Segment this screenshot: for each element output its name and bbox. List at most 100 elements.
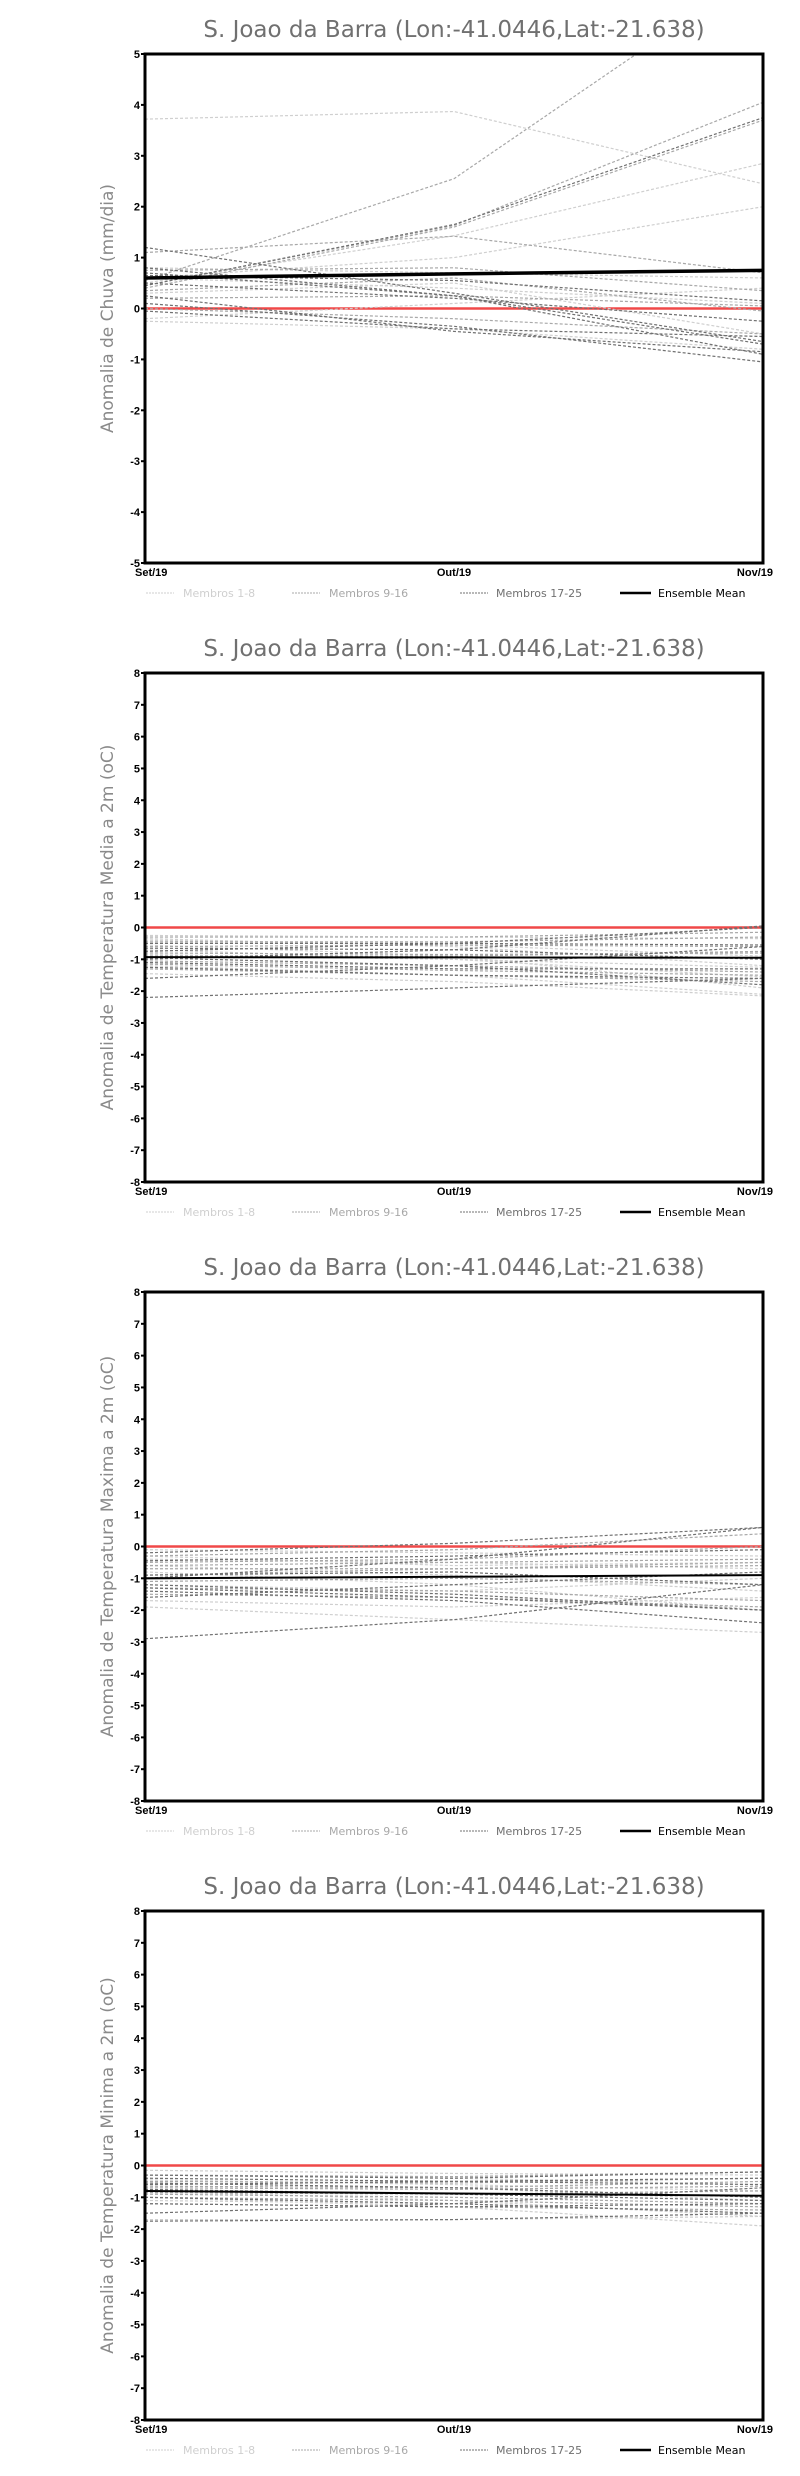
member-line-membros-1-8 [145,1596,763,1608]
plot-area [145,925,763,999]
y-axis-label: Anomalia de Chuva (mm/dia) [98,184,118,433]
y-tick-label: 6 [134,732,140,744]
chart-panel: S. Joao da Barra (Lon:-41.0446,Lat:-21.6… [0,1238,800,1857]
line-chart: S. Joao da Barra (Lon:-41.0446,Lat:-21.6… [98,1255,773,1838]
y-tick-label: 4 [134,2033,141,2045]
y-tick-label: -7 [130,2383,140,2395]
y-tick-label: -1 [130,354,140,366]
member-line-membros-9-16 [145,936,763,943]
legend-label: Membros 1-8 [183,1825,255,1838]
x-tick-label: Nov/19 [737,2424,773,2436]
member-line-membros-17-25 [145,1571,763,1586]
member-line-membros-9-16 [145,1577,763,1586]
y-tick-label: -3 [130,1637,140,1649]
member-line-membros-1-8 [145,2190,763,2217]
member-line-membros-17-25 [145,274,763,302]
member-line-membros-1-8 [145,110,763,185]
ensemble-mean-line [145,1574,763,1580]
y-tick-label: -5 [130,558,140,570]
member-line-membros-17-25 [145,310,763,338]
legend-label: Membros 17-25 [496,1206,582,1219]
member-line-membros-9-16 [145,960,763,973]
line-chart: S. Joao da Barra (Lon:-41.0446,Lat:-21.6… [98,636,773,1219]
member-line-membros-17-25 [145,1590,763,1624]
legend-label: Membros 9-16 [329,1825,408,1838]
y-tick-label: 2 [134,2097,140,2109]
member-line-membros-17-25 [145,1549,763,1562]
y-tick-label: 8 [134,1287,140,1299]
y-tick-label: 2 [134,202,140,214]
member-line-membros-1-8 [145,2182,763,2202]
member-line-membros-9-16 [145,1587,763,1602]
x-tick-label: Out/19 [437,2424,471,2436]
y-tick-label: 0 [134,2161,140,2173]
y-tick-label: 0 [134,1542,140,1554]
member-line-membros-17-25 [145,1584,763,1611]
y-tick-label: 0 [134,923,140,935]
y-tick-label: 8 [134,668,140,680]
member-line-membros-1-8 [145,938,763,967]
member-line-membros-1-8 [145,949,763,968]
member-line-membros-17-25 [145,925,763,960]
member-line-membros-1-8 [145,973,763,997]
x-tick-label: Set/19 [135,567,167,579]
member-line-membros-9-16 [145,101,763,287]
y-tick-label: -3 [130,456,140,468]
y-tick-label: 1 [134,1510,140,1522]
member-line-membros-9-16 [145,295,763,307]
y-tick-label: -4 [130,2288,141,2300]
y-tick-label: -8 [130,2415,140,2427]
y-tick-label: 5 [134,2001,140,2013]
y-tick-label: 7 [134,1938,140,1950]
member-line-membros-17-25 [145,947,763,960]
member-line-membros-1-8 [145,965,763,995]
legend-label: Membros 1-8 [183,587,255,600]
legend-label: Membros 9-16 [329,1206,408,1219]
legend: Membros 1-8 Membros 9-16 Membros 17-25 Ense… [146,587,745,600]
legend-label: Ensemble Mean [658,1206,745,1219]
legend-label: Membros 17-25 [496,587,582,600]
y-tick-label: -8 [130,1177,140,1189]
y-tick-label: -7 [130,1764,140,1776]
member-line-membros-17-25 [145,302,763,363]
y-tick-label: 5 [134,1382,140,1394]
member-line-membros-17-25 [145,961,763,970]
y-tick-label: 6 [134,1351,140,1363]
x-tick-label: Set/19 [135,1186,167,1198]
chart-title: S. Joao da Barra (Lon:-41.0446,Lat:-21.6… [203,1255,704,1281]
member-line-membros-17-25 [145,942,763,946]
member-line-membros-1-8 [145,1549,763,1557]
y-tick-label: 4 [134,1414,141,1426]
y-tick-label: 5 [134,763,140,775]
y-tick-label: -2 [130,2224,140,2236]
chart-panel: S. Joao da Barra (Lon:-41.0446,Lat:-21.6… [0,619,800,1238]
member-line-membros-9-16 [145,2185,763,2190]
legend-label: Ensemble Mean [658,1825,745,1838]
member-line-membros-1-8 [145,1555,763,1567]
member-line-membros-9-16 [145,1545,763,1564]
y-tick-label: -6 [130,1113,140,1125]
member-line-membros-17-25 [145,957,763,986]
member-line-membros-17-25 [145,926,763,952]
y-tick-label: -1 [130,954,140,966]
plot-area [145,54,763,363]
plot-area [145,1526,763,1640]
member-line-membros-17-25 [145,2177,763,2186]
legend-label: Ensemble Mean [658,587,745,600]
member-line-membros-9-16 [145,54,638,282]
x-tick-label: Set/19 [135,1805,167,1817]
y-tick-label: 2 [134,1478,140,1490]
x-tick-label: Out/19 [437,567,471,579]
chart-panel: S. Joao da Barra (Lon:-41.0446,Lat:-21.6… [0,0,800,619]
member-line-membros-1-8 [145,277,763,305]
y-tick-label: 3 [134,827,140,839]
chart-title: S. Joao da Barra (Lon:-41.0446,Lat:-21.6… [203,1874,704,1900]
member-line-membros-9-16 [145,1558,763,1567]
y-tick-label: -2 [130,405,140,417]
member-line-membros-9-16 [145,307,763,335]
member-line-membros-1-8 [145,206,763,279]
chart-panel: S. Joao da Barra (Lon:-41.0446,Lat:-21.6… [0,1857,800,2476]
y-tick-label: 2 [134,859,140,871]
y-tick-label: -6 [130,1732,140,1744]
legend-label: Membros 1-8 [183,2444,255,2457]
